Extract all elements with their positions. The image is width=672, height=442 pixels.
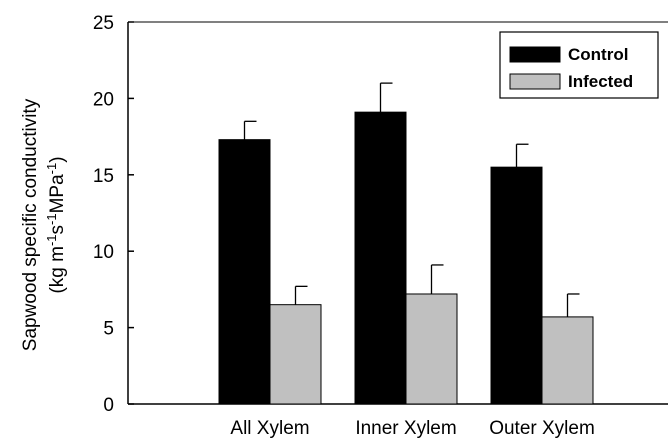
y-tick-label: 10 xyxy=(93,242,114,263)
bars xyxy=(218,82,594,405)
y-tick-label: 15 xyxy=(93,166,114,187)
y-axis-label-line1: Sapwood specific conductivity xyxy=(20,98,41,351)
bar-infected xyxy=(269,304,322,405)
y-tick-label: 20 xyxy=(93,89,114,110)
bar-control xyxy=(218,139,271,405)
legend-swatch-control xyxy=(509,46,561,63)
y-axis-label-line2: (kg m-1s-1MPa-1) xyxy=(44,156,69,293)
y-ticks: 0 5 10 15 20 25 xyxy=(93,13,134,416)
legend-swatch-infected xyxy=(509,73,561,90)
bar-control xyxy=(354,111,407,405)
bar-infected xyxy=(541,316,594,405)
x-tick-labels: All Xylem Inner Xylem Outer Xylem xyxy=(230,418,594,439)
bar-infected xyxy=(405,293,458,405)
y-tick-label: 25 xyxy=(93,13,114,34)
x-tick-label: Outer Xylem xyxy=(489,418,595,439)
legend-label-control: Control xyxy=(568,45,628,64)
y-tick-label: 5 xyxy=(103,319,114,340)
x-tick-label: Inner Xylem xyxy=(355,418,456,439)
y-tick-label: 0 xyxy=(103,395,114,416)
legend: Control Infected xyxy=(499,31,659,99)
y-axis-label: Sapwood specific conductivity (kg m-1s-1… xyxy=(20,98,68,351)
bar-control xyxy=(490,166,543,405)
legend-label-infected: Infected xyxy=(568,72,633,91)
x-tick-label: All Xylem xyxy=(230,418,309,439)
